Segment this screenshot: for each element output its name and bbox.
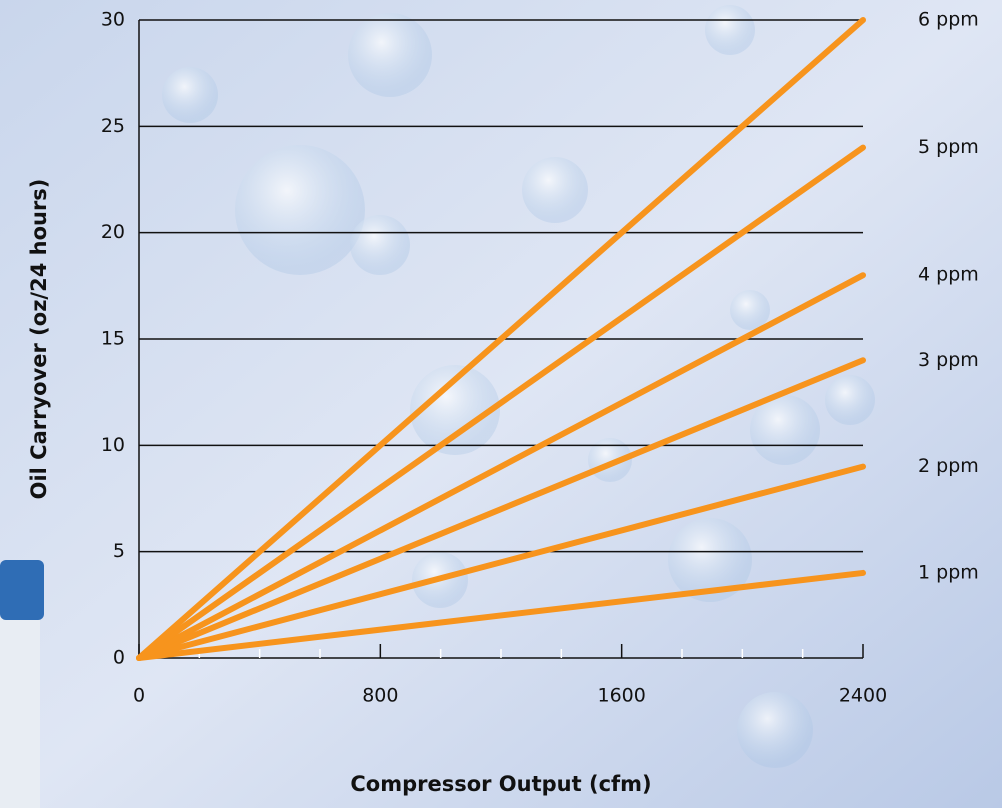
y-tick-label: 20 xyxy=(101,221,125,243)
y-tick-label: 15 xyxy=(101,328,125,350)
series-line xyxy=(136,144,866,661)
x-tick-label: 800 xyxy=(362,685,398,707)
series-label: 6 ppm xyxy=(918,9,979,31)
y-tick-label: 10 xyxy=(101,434,125,456)
y-tick-label: 5 xyxy=(113,540,125,562)
series-label: 3 ppm xyxy=(918,349,979,371)
series-label: 2 ppm xyxy=(918,455,979,477)
series-line xyxy=(136,463,866,661)
series-line xyxy=(136,272,866,661)
y-axis-title: Oil Carryover (oz/24 hours) xyxy=(27,179,51,500)
series-label: 1 ppm xyxy=(918,561,979,583)
x-axis-title: Compressor Output (cfm) xyxy=(350,772,651,796)
series-label: 4 ppm xyxy=(918,264,979,286)
y-tick-label: 0 xyxy=(113,647,125,669)
bottle xyxy=(0,560,44,808)
bubbles xyxy=(162,5,875,768)
x-tick-label: 1600 xyxy=(597,685,645,707)
x-tick-label: 0 xyxy=(133,685,145,707)
y-tick-label: 25 xyxy=(101,115,125,137)
series-line xyxy=(136,17,866,661)
series-line xyxy=(136,569,866,661)
x-tick-label: 2400 xyxy=(839,685,887,707)
y-tick-label: 30 xyxy=(101,9,125,31)
series-label: 5 ppm xyxy=(918,136,979,158)
series-line xyxy=(136,357,866,661)
